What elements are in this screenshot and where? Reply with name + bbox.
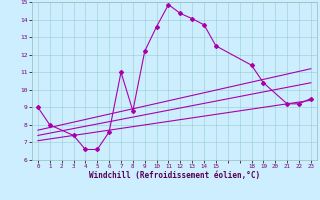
- X-axis label: Windchill (Refroidissement éolien,°C): Windchill (Refroidissement éolien,°C): [89, 171, 260, 180]
